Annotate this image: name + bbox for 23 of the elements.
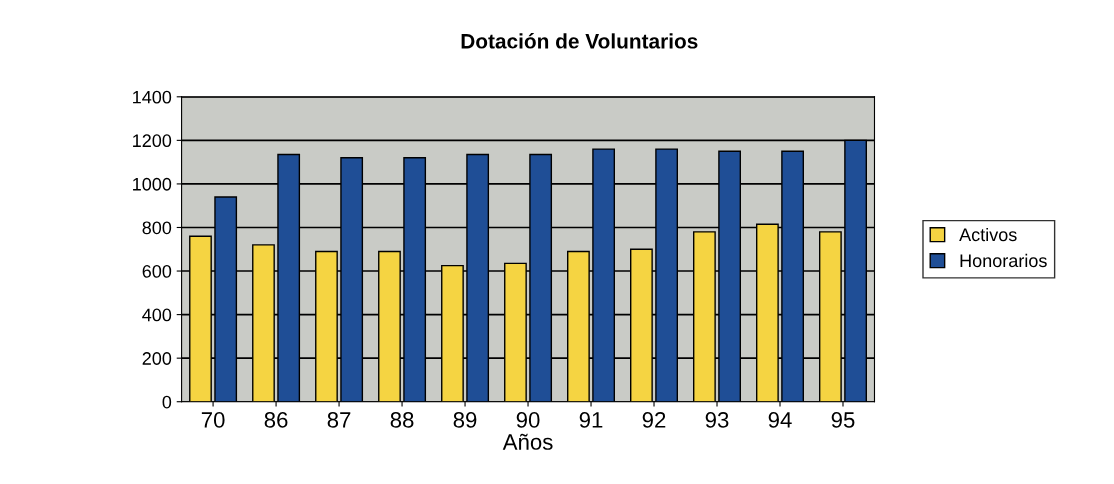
y-tick-label: 400 bbox=[142, 308, 172, 322]
x-tick-label: 87 bbox=[327, 412, 351, 428]
x-tick-label: 92 bbox=[642, 412, 666, 428]
y-tick-label: 200 bbox=[142, 352, 172, 365]
x-tick-label: 95 bbox=[831, 412, 855, 428]
x-tick-label: 88 bbox=[390, 412, 414, 428]
x-axis-title: Años bbox=[502, 433, 553, 450]
y-tick-label: 1000 bbox=[133, 177, 172, 191]
x-tick-label: 94 bbox=[768, 412, 792, 428]
x-tick-label: 91 bbox=[579, 412, 603, 428]
legend-label: Honorarios bbox=[960, 253, 1047, 268]
y-tick-label: 1400 bbox=[133, 90, 172, 104]
x-tick-label: 70 bbox=[201, 412, 225, 428]
x-tick-label: 89 bbox=[453, 412, 477, 428]
legend-label: Activos bbox=[959, 227, 1017, 242]
y-tick-label: 600 bbox=[142, 264, 172, 278]
x-tick-label: 93 bbox=[705, 412, 729, 428]
chart-title: Dotación de Voluntarios bbox=[461, 33, 698, 49]
x-tick-label: 86 bbox=[264, 412, 288, 428]
y-tick-label: 800 bbox=[142, 221, 172, 235]
y-tick-label: 0 bbox=[162, 395, 172, 409]
x-tick-label: 90 bbox=[516, 412, 540, 428]
y-tick-label: 1200 bbox=[133, 134, 172, 148]
